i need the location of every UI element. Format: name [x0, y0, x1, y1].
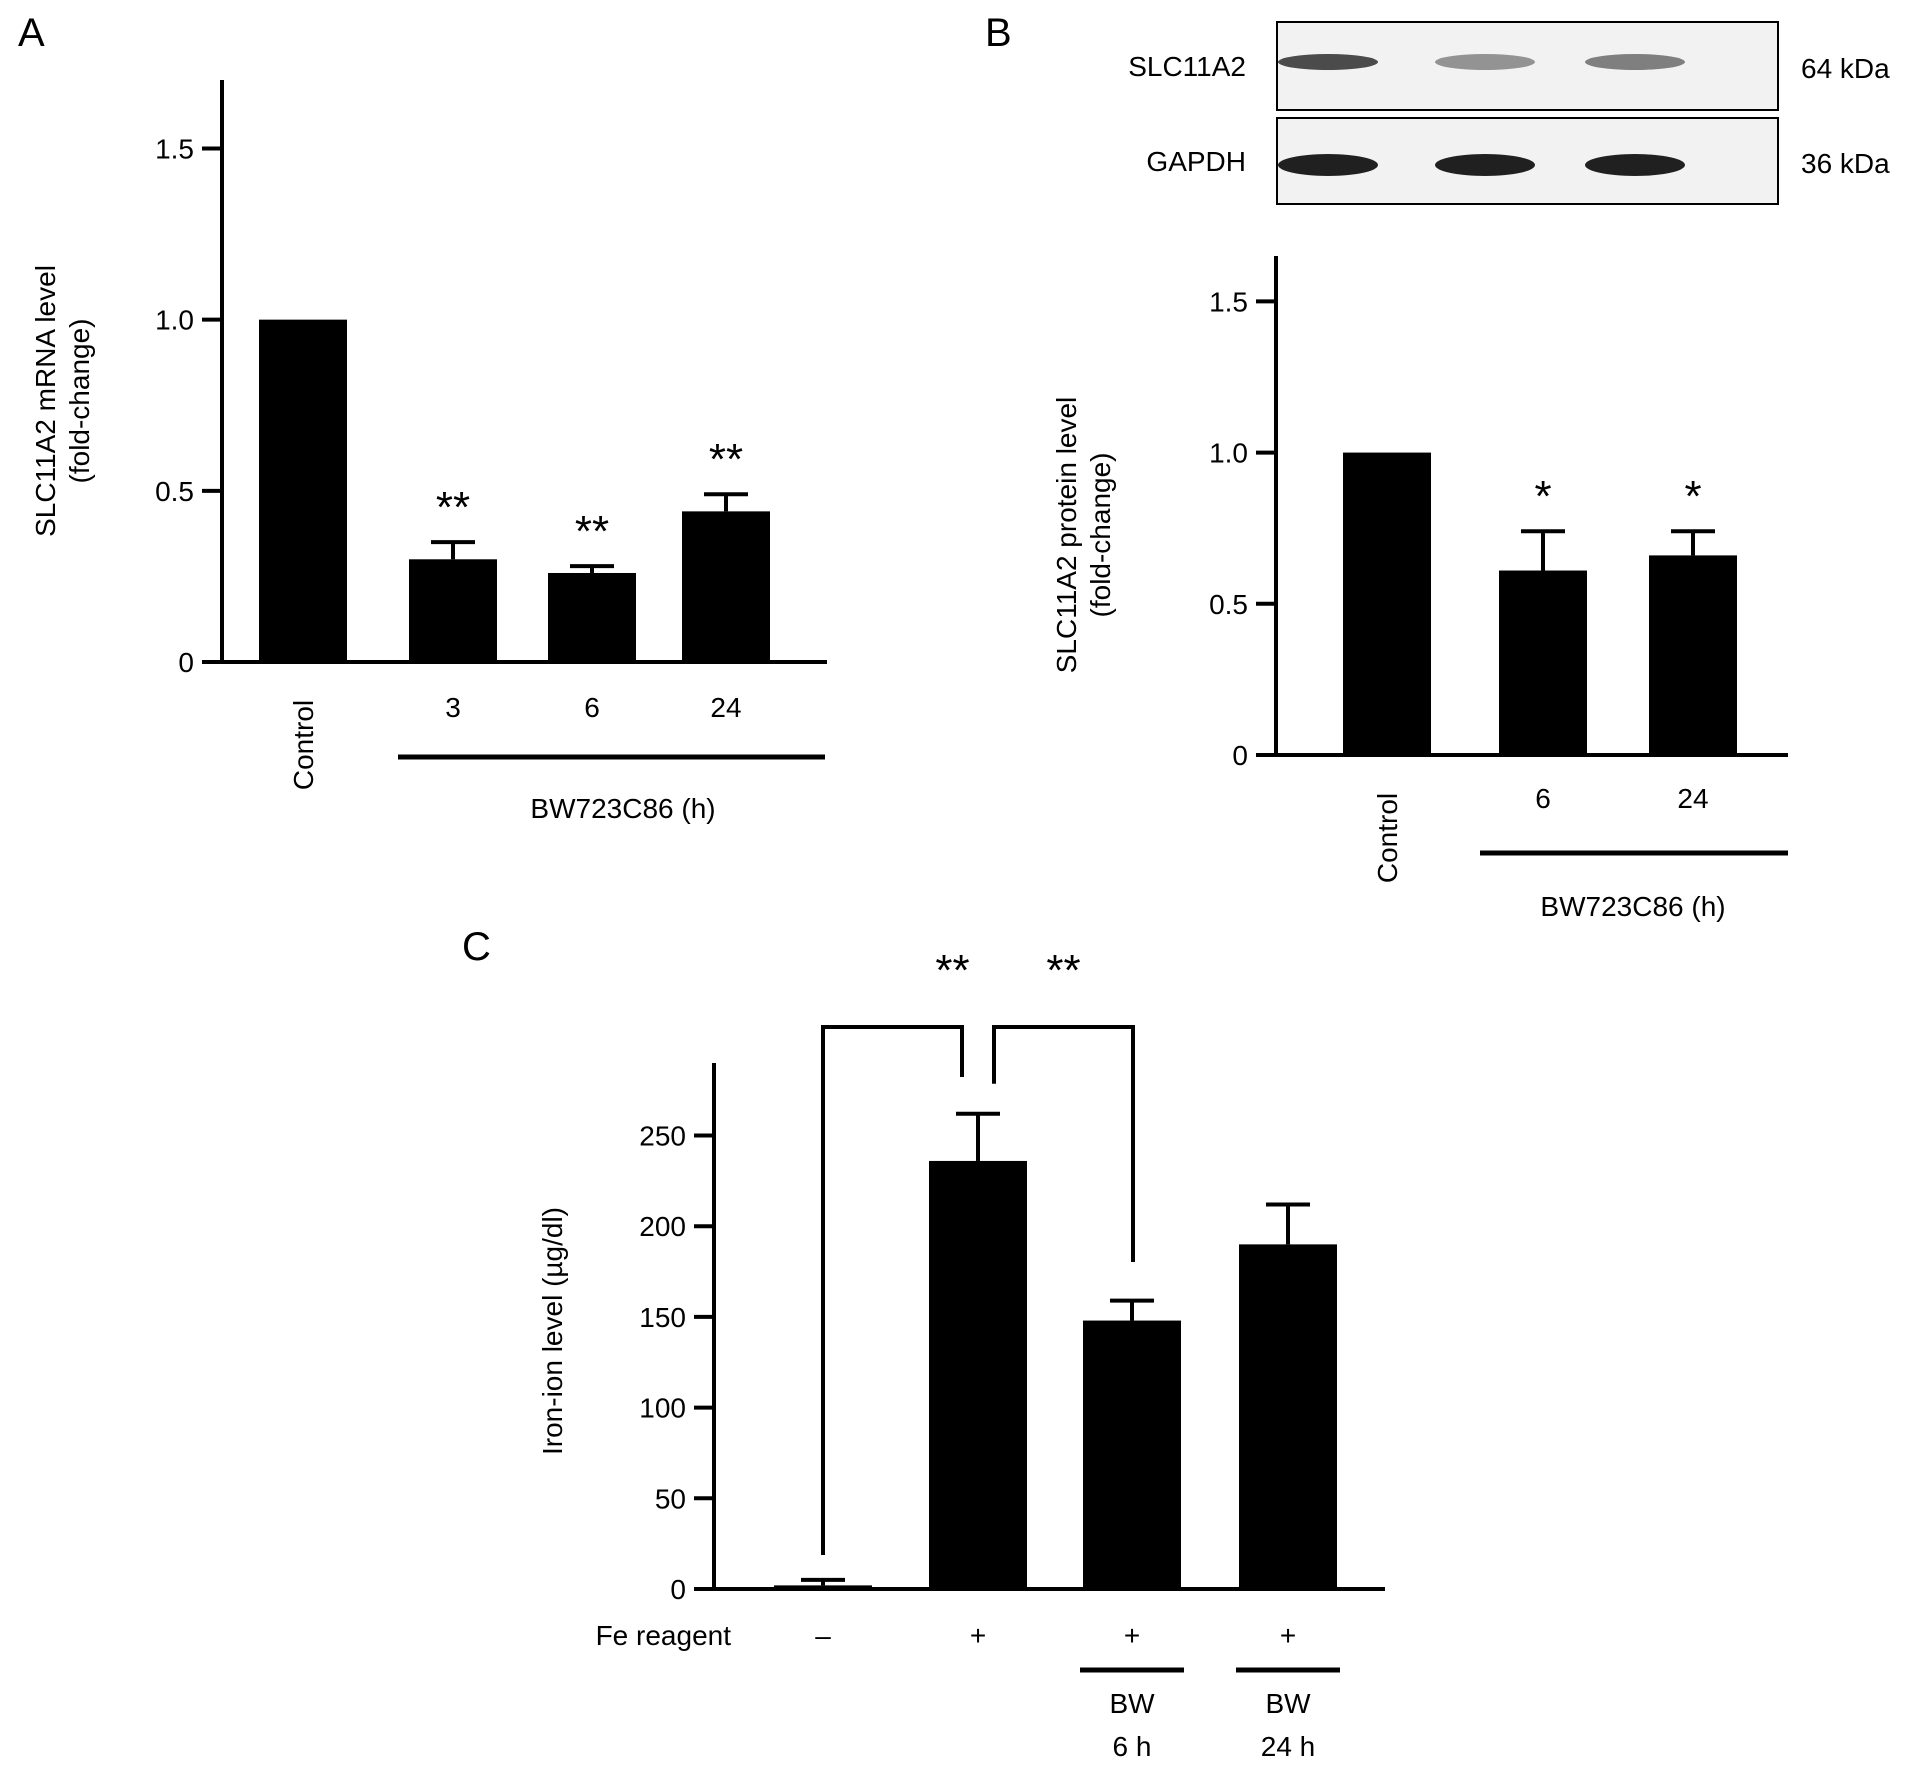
x-tick-label: 3 [445, 692, 461, 723]
y-tick-label: 1.0 [155, 305, 194, 336]
treatment-label: BW [1109, 1688, 1155, 1719]
group-label: BW723C86 (h) [1540, 891, 1725, 922]
bar [682, 511, 770, 662]
blot-row-label: SLC11A2 [1128, 51, 1246, 82]
bar [1239, 1244, 1337, 1589]
bar [1649, 555, 1737, 755]
y-tick-label: 0 [1232, 740, 1248, 771]
y-tick-label: 1.5 [155, 133, 194, 164]
x-tick-label: + [1124, 1620, 1140, 1651]
significance-marker: ** [575, 507, 609, 556]
panel-c-chart: C 0 50 100 150 200 250 Iron-ion level (µg/dl) F… [462, 925, 1385, 1762]
significance-bracket [992, 1025, 1135, 1262]
y-tick-label: 150 [639, 1302, 686, 1333]
blot-row-label: GAPDH [1146, 146, 1246, 177]
blot-band [1435, 54, 1535, 70]
x-tick-label-control: Control [288, 700, 319, 790]
y-axis-title-line: (fold-change) [64, 319, 95, 484]
bar [548, 572, 636, 662]
bar [1343, 452, 1431, 755]
y-axis-title-line: (fold-change) [1085, 453, 1116, 618]
bar [929, 1160, 1027, 1589]
y-tick-label: 100 [639, 1393, 686, 1424]
panel-b-chart: B SLC11A2 64 kDa GAPDH 36 kDa 0 0.5 1.0 1.5 SLC… [985, 11, 1890, 922]
y-tick-label: 250 [639, 1121, 686, 1152]
x-tick-label: 6 [584, 692, 600, 723]
blot-band [1278, 154, 1378, 176]
y-axis-title-line: Iron-ion level (µg/dl) [537, 1207, 568, 1455]
significance-marker: ** [1046, 946, 1080, 995]
x-tick-label: – [815, 1620, 831, 1651]
y-axis-title: Iron-ion level (µg/dl) [537, 1207, 568, 1455]
panel-a-chart: A 0 0.5 1.0 1.5 SLC11A2 mRNA level (fold-chan… [18, 11, 827, 824]
x-tick-label: 24 [710, 692, 741, 723]
bar [1499, 570, 1587, 755]
blot-size-label: 64 kDa [1801, 53, 1890, 84]
y-axis-title-line: SLC11A2 mRNA level [30, 265, 61, 537]
y-tick-label: 0 [178, 647, 194, 678]
panel-c-label: C [462, 925, 491, 969]
blot-size-label: 36 kDa [1801, 148, 1890, 179]
significance-marker: ** [935, 946, 969, 995]
y-tick-label: 200 [639, 1211, 686, 1242]
significance-marker: ** [436, 483, 470, 532]
significance-marker: * [1684, 472, 1701, 521]
y-axis-title-line: SLC11A2 protein level [1051, 397, 1082, 674]
blot-band [1435, 154, 1535, 176]
y-axis-title: SLC11A2 protein level (fold-change) [1051, 397, 1116, 674]
significance-marker: * [1534, 472, 1551, 521]
y-axis-title: SLC11A2 mRNA level (fold-change) [30, 265, 95, 537]
x-tick-label-control: Control [1372, 793, 1403, 883]
y-tick-label: 0 [670, 1574, 686, 1605]
x-tick-label: + [1280, 1620, 1296, 1651]
y-tick-label: 0.5 [155, 476, 194, 507]
treatment-duration: 24 h [1261, 1731, 1316, 1762]
y-tick-label: 1.0 [1209, 438, 1248, 469]
significance-bracket [821, 1025, 964, 1555]
significance-marker: ** [709, 435, 743, 484]
panel-b-label: B [985, 11, 1012, 55]
panel-a-label: A [18, 11, 45, 55]
blot-band [1585, 54, 1685, 70]
bar [409, 559, 497, 662]
group-label: BW723C86 (h) [530, 793, 715, 824]
y-tick-label: 1.5 [1209, 286, 1248, 317]
row-label: Fe reagent [596, 1620, 732, 1651]
western-blot: SLC11A2 64 kDa GAPDH 36 kDa [1128, 21, 1890, 205]
x-tick-label: + [970, 1620, 986, 1651]
y-tick-label: 50 [655, 1483, 686, 1514]
bar [259, 319, 347, 662]
x-tick-label: 24 [1677, 783, 1708, 814]
treatment-label: BW [1265, 1688, 1311, 1719]
blot-band [1585, 154, 1685, 176]
treatment-duration: 6 h [1113, 1731, 1152, 1762]
bar [1083, 1320, 1181, 1589]
bar [774, 1585, 872, 1589]
x-tick-label: 6 [1535, 783, 1551, 814]
y-tick-label: 0.5 [1209, 589, 1248, 620]
blot-band [1278, 54, 1378, 70]
